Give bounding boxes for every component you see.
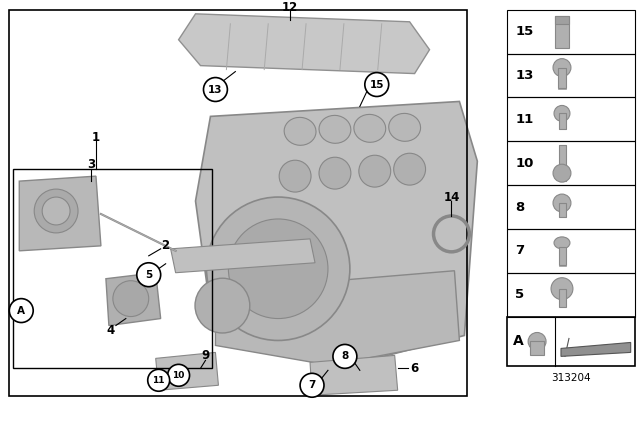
Text: 13: 13 <box>515 69 534 82</box>
Text: 11: 11 <box>152 376 165 385</box>
Ellipse shape <box>284 117 316 145</box>
Text: 8: 8 <box>341 351 349 362</box>
Text: 7: 7 <box>515 244 524 257</box>
Circle shape <box>204 78 227 101</box>
Circle shape <box>168 364 189 386</box>
Circle shape <box>554 105 570 121</box>
Bar <box>508 229 635 273</box>
Circle shape <box>10 299 33 323</box>
Text: 8: 8 <box>515 201 524 214</box>
Circle shape <box>319 157 351 189</box>
Bar <box>530 341 544 355</box>
Circle shape <box>394 153 426 185</box>
Bar <box>508 317 635 366</box>
Bar <box>558 68 566 87</box>
Polygon shape <box>179 14 429 73</box>
Circle shape <box>365 73 388 96</box>
Polygon shape <box>216 271 460 366</box>
Polygon shape <box>310 355 397 395</box>
Text: 15: 15 <box>515 25 533 38</box>
Text: 2: 2 <box>161 239 170 252</box>
Ellipse shape <box>319 116 351 143</box>
Ellipse shape <box>388 113 420 141</box>
Circle shape <box>148 369 170 391</box>
Circle shape <box>228 219 328 319</box>
Text: 13: 13 <box>208 85 223 95</box>
Text: 3: 3 <box>87 158 95 171</box>
Circle shape <box>113 281 148 317</box>
Circle shape <box>34 189 78 233</box>
Circle shape <box>300 373 324 397</box>
Text: A: A <box>513 335 524 349</box>
Text: A: A <box>17 306 25 315</box>
Text: 7: 7 <box>308 380 316 390</box>
Circle shape <box>359 155 390 187</box>
Polygon shape <box>156 353 218 390</box>
Bar <box>10 10 467 396</box>
Text: 6: 6 <box>410 362 419 375</box>
Text: 11: 11 <box>515 113 533 126</box>
Bar <box>508 273 635 317</box>
Text: 5: 5 <box>145 270 152 280</box>
Circle shape <box>553 194 571 212</box>
Polygon shape <box>19 176 101 251</box>
Ellipse shape <box>354 114 386 142</box>
Bar <box>508 54 635 98</box>
Polygon shape <box>196 101 477 370</box>
Bar <box>555 16 569 24</box>
Bar <box>508 98 635 141</box>
Circle shape <box>528 332 546 350</box>
Text: 9: 9 <box>202 349 210 362</box>
Bar <box>508 10 635 54</box>
Circle shape <box>279 160 311 192</box>
Ellipse shape <box>195 278 250 333</box>
Bar <box>559 203 566 217</box>
Circle shape <box>333 345 357 368</box>
Text: 15: 15 <box>369 80 384 90</box>
Text: 10: 10 <box>172 371 185 380</box>
Bar <box>508 185 635 229</box>
Bar <box>508 141 635 185</box>
Bar <box>559 247 566 265</box>
Ellipse shape <box>554 237 570 249</box>
Polygon shape <box>171 239 315 273</box>
Polygon shape <box>106 273 161 326</box>
Bar <box>559 289 566 306</box>
Text: 1: 1 <box>92 131 100 144</box>
Circle shape <box>42 197 70 225</box>
Text: 4: 4 <box>107 324 115 337</box>
Bar <box>555 16 569 47</box>
Circle shape <box>551 278 573 300</box>
Text: 12: 12 <box>282 1 298 14</box>
Polygon shape <box>561 342 630 357</box>
Circle shape <box>137 263 161 287</box>
Circle shape <box>207 197 350 340</box>
Bar <box>559 145 566 181</box>
Text: 14: 14 <box>444 190 460 203</box>
Text: 5: 5 <box>515 288 524 301</box>
Circle shape <box>553 59 571 77</box>
Bar <box>559 113 566 129</box>
Text: 313204: 313204 <box>551 373 591 383</box>
Circle shape <box>553 164 571 182</box>
Bar <box>13 169 212 368</box>
Text: 10: 10 <box>515 157 534 170</box>
